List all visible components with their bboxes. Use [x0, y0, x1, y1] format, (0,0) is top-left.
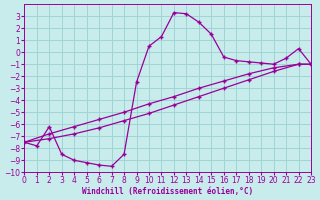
- X-axis label: Windchill (Refroidissement éolien,°C): Windchill (Refroidissement éolien,°C): [82, 187, 253, 196]
